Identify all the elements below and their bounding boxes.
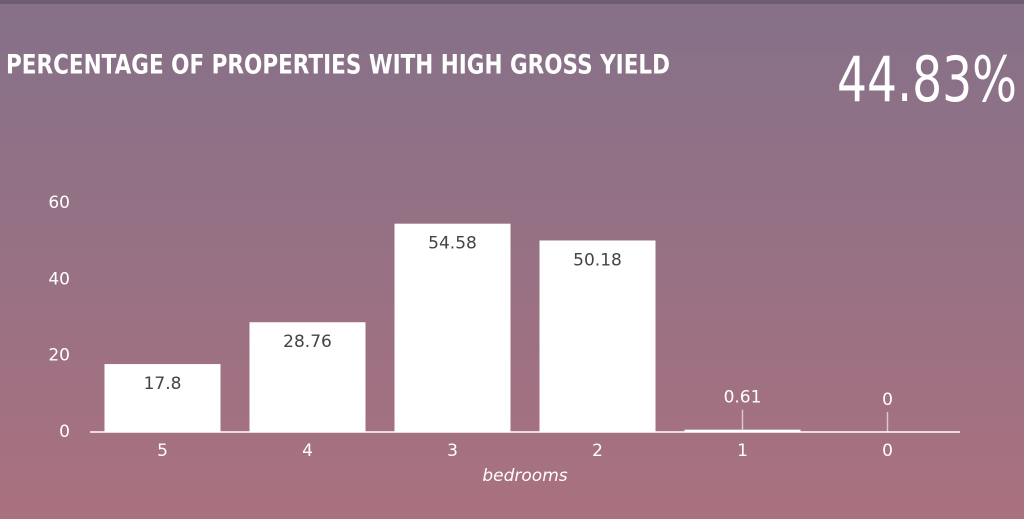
chart-title: PERCENTAGE OF PROPERTIES WITH HIGH GROSS…: [6, 50, 670, 81]
y-tick-label: 60: [48, 193, 70, 213]
data-label: 0.61: [724, 388, 762, 408]
data-label: 17.8: [144, 374, 182, 394]
bar: [539, 240, 656, 432]
data-label: 50.18: [573, 250, 622, 270]
y-tick-label: 0: [59, 422, 70, 442]
bar: [394, 223, 511, 432]
bar: [684, 429, 801, 432]
x-tick-label: 4: [302, 441, 313, 461]
data-label: 0: [882, 390, 893, 410]
x-axis-label: bedrooms: [482, 466, 567, 486]
x-tick-label: 5: [157, 441, 168, 461]
top-border: [0, 0, 1024, 4]
y-tick-label: 20: [48, 346, 70, 366]
kpi-value: 44.83%: [837, 43, 1017, 116]
y-tick-label: 40: [48, 269, 70, 289]
data-label: 28.76: [283, 332, 332, 352]
x-tick-label: 2: [592, 441, 603, 461]
data-label: 54.58: [428, 234, 477, 254]
bar: [249, 322, 366, 432]
x-tick-label: 1: [737, 441, 748, 461]
x-tick-label: 3: [447, 441, 458, 461]
x-tick-label: 0: [882, 441, 893, 461]
bar: [104, 364, 221, 432]
